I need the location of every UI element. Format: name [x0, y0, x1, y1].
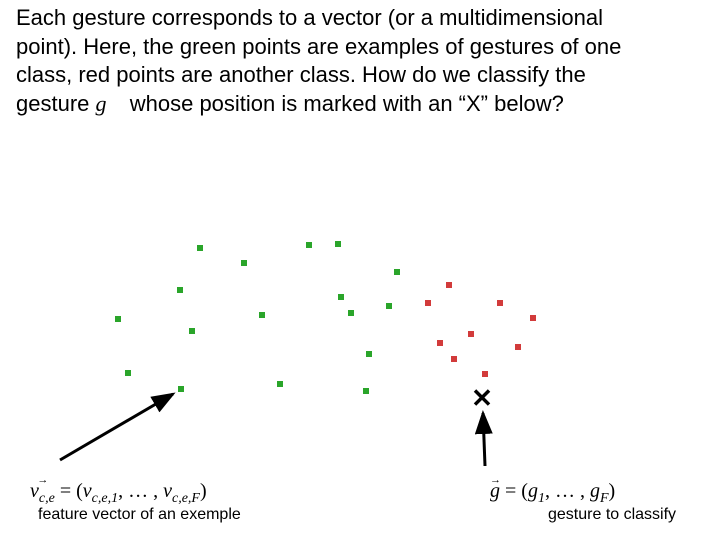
red-point: [451, 356, 457, 362]
formula-gesture: →g = (g1, … , gF): [490, 480, 615, 507]
caption-gesture: gesture to classify: [548, 506, 676, 524]
green-point: [115, 316, 121, 322]
red-point: [468, 331, 474, 337]
green-point: [306, 242, 312, 248]
formula-feature-vector: →vc,e = (vc,e,1, … , vc,e,F): [30, 480, 207, 507]
green-point: [338, 294, 344, 300]
red-point: [446, 282, 452, 288]
green-point: [178, 386, 184, 392]
green-point: [241, 260, 247, 266]
green-point: [189, 328, 195, 334]
green-point: [125, 370, 131, 376]
red-point: [482, 371, 488, 377]
green-point: [348, 310, 354, 316]
green-point: [335, 241, 341, 247]
red-point: [530, 315, 536, 321]
green-point: [197, 245, 203, 251]
red-point: [515, 344, 521, 350]
page: Each gesture corresponds to a vector (or…: [0, 0, 720, 540]
green-point: [277, 381, 283, 387]
x-marker: ✕: [471, 385, 493, 411]
scatter-plot: ✕: [0, 0, 720, 540]
green-point: [177, 287, 183, 293]
green-point: [386, 303, 392, 309]
green-point: [366, 351, 372, 357]
green-point: [363, 388, 369, 394]
red-point: [425, 300, 431, 306]
green-point: [259, 312, 265, 318]
green-point: [394, 269, 400, 275]
red-point: [497, 300, 503, 306]
caption-feature-vector: feature vector of an exemple: [38, 506, 241, 524]
red-point: [437, 340, 443, 346]
